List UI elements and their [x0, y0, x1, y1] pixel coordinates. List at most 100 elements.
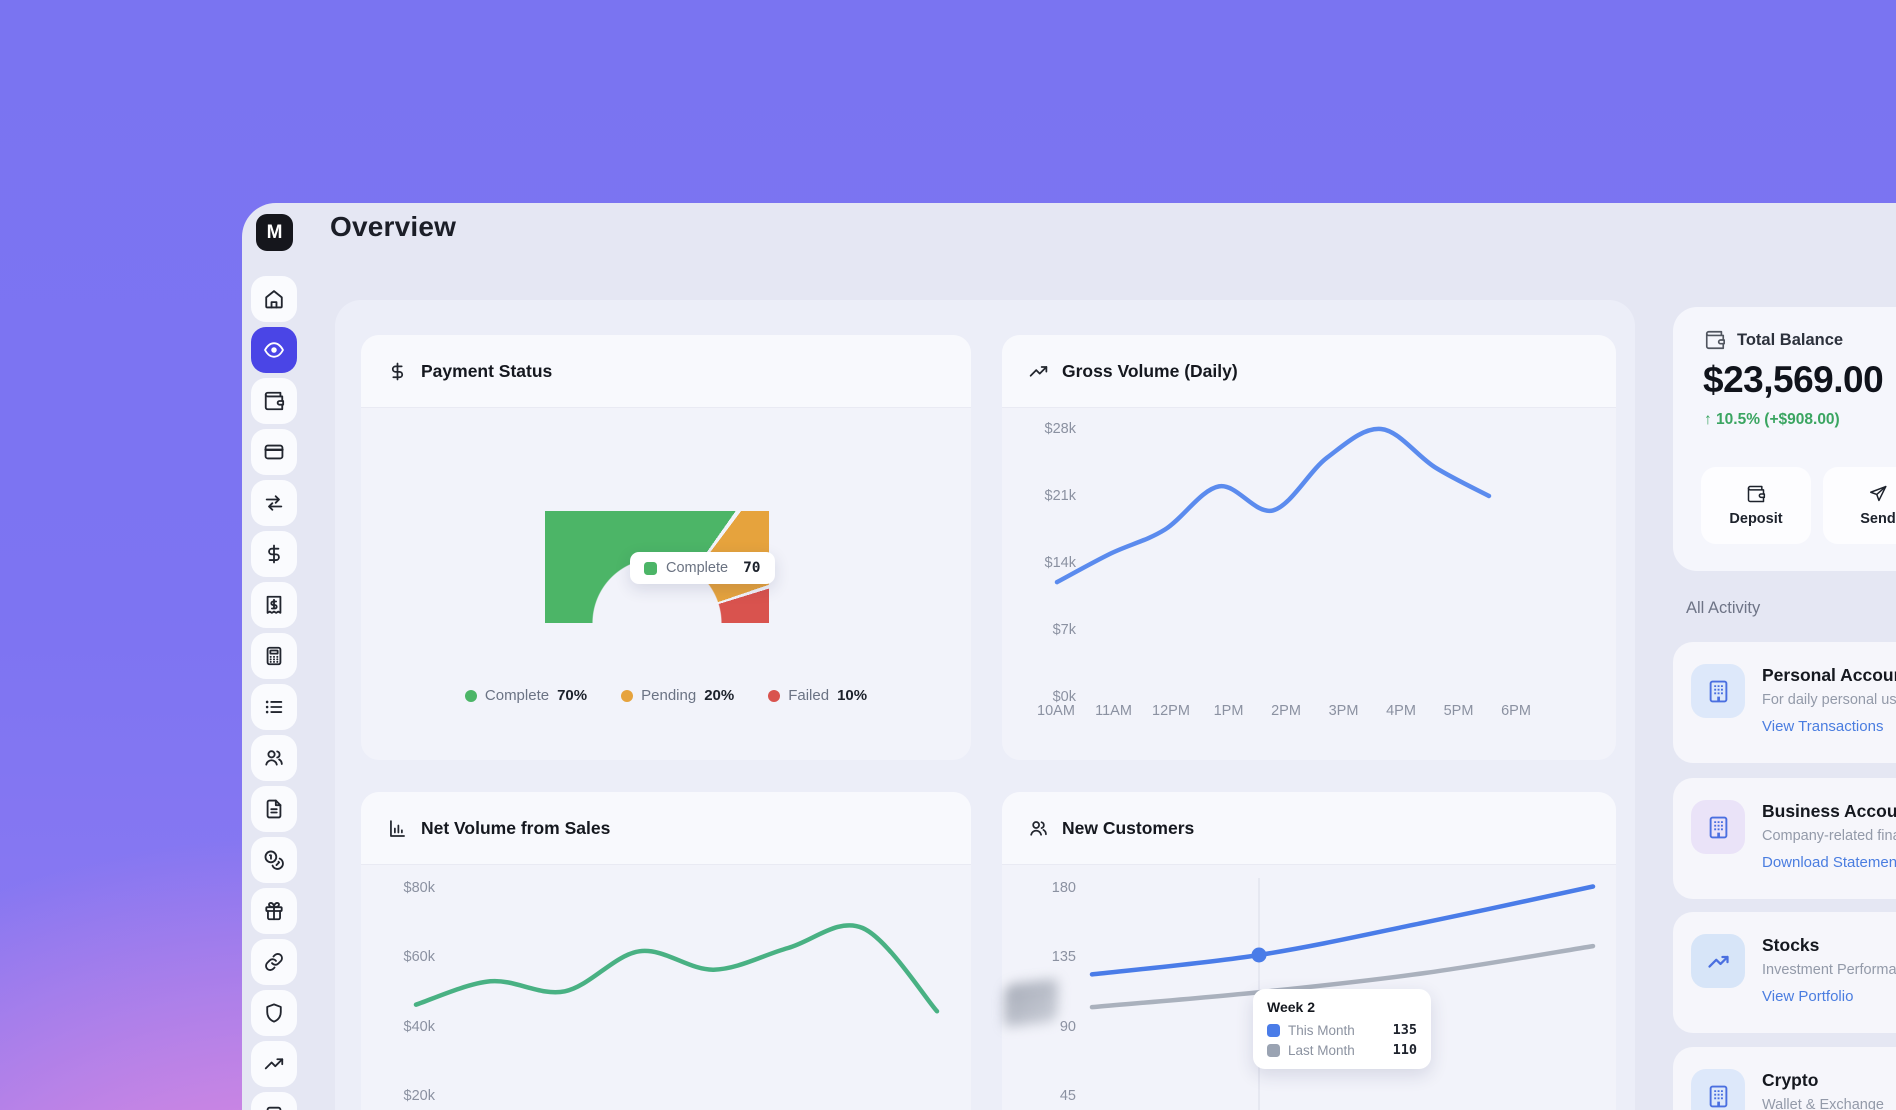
activity-item-business-account[interactable]: Business Account Company-related finance… [1673, 778, 1896, 899]
app-window: M Overview Payment Status Complete 70 [242, 203, 1896, 1110]
sidebar-item-transactions[interactable] [251, 684, 297, 730]
activity-title: Stocks [1762, 935, 1820, 955]
card-new-customers-header: New Customers [1002, 792, 1616, 865]
sidebar-item-rewards[interactable] [251, 888, 297, 934]
activity-title: Personal Account [1762, 665, 1896, 685]
total-balance-row: Total Balance [1704, 329, 1843, 351]
tooltip-color-square [644, 561, 657, 575]
sidebar [251, 276, 297, 1110]
sidebar-item-overview[interactable] [251, 327, 297, 373]
send-icon [1870, 485, 1887, 502]
sidebar-item-analytics[interactable] [251, 1041, 297, 1087]
trending-up-icon [1691, 934, 1745, 988]
legend-item-complete: Complete 70% [464, 687, 587, 704]
wallet-icon [1747, 485, 1766, 503]
total-balance-label: Total Balance [1737, 330, 1844, 349]
sidebar-item-cards[interactable] [251, 429, 297, 475]
sidebar-item-customers[interactable] [251, 735, 297, 781]
gauge-tooltip: Complete 70 [630, 552, 775, 584]
trending-up-icon [1029, 365, 1048, 377]
blur-artifact [1003, 978, 1059, 1028]
app-logo-letter: M [266, 221, 283, 243]
balance-change: ↑ 10.5% (+$908.00) [1704, 411, 1840, 428]
dollar-icon [391, 362, 404, 380]
tooltip-row-last-month: Last Month 110 [1267, 1042, 1417, 1058]
home-icon [265, 290, 283, 309]
new-customers-tooltip: Week 2 This Month 135 Last Month 110 [1253, 989, 1431, 1069]
card-gross-volume-header: Gross Volume (Daily) [1002, 335, 1616, 408]
total-balance-amount: $23,569.00 [1703, 359, 1884, 400]
activity-item-personal-account[interactable]: Personal Account For daily personal use … [1673, 642, 1896, 763]
net-volume-y-axis: $80k $60k $40k $20k [403, 880, 435, 1104]
card-payment-status: Payment Status Complete 70 Complete 70% [361, 335, 971, 760]
tooltip-value: 70 [743, 560, 761, 576]
building-icon [1691, 664, 1745, 718]
users-icon [1030, 820, 1047, 836]
sidebar-item-links[interactable] [251, 939, 297, 985]
wallet-icon [1705, 330, 1725, 350]
activity-item-stocks[interactable]: Stocks Investment Performance View Portf… [1673, 912, 1896, 1033]
card-new-customers: New Customers 180 135 90 45 Week 2 This Mon… [1002, 792, 1616, 1110]
sidebar-item-devices[interactable] [251, 1092, 297, 1110]
tooltip-title: Week 2 [1267, 999, 1315, 1015]
links-icon [265, 953, 283, 971]
legend-dot-complete [464, 689, 477, 702]
download-statements-link[interactable]: Download Statements [1762, 854, 1896, 871]
transactions-icon [265, 700, 283, 714]
card-payment-status-header: Payment Status [361, 335, 971, 408]
sidebar-item-home[interactable] [251, 276, 297, 322]
gross-volume-x-axis: 10AM 11AM 12PM 1PM 2PM 3PM 4PM 5PM 6PM [1037, 703, 1531, 719]
card-title: Payment Status [421, 360, 553, 381]
activity-item-crypto[interactable]: Crypto Wallet & Exchange [1673, 1047, 1896, 1110]
app-logo[interactable]: M [256, 214, 293, 251]
calculator-icon [266, 646, 282, 666]
analytics-icon [264, 1058, 284, 1070]
wallet-icon [264, 391, 285, 411]
net-volume-line-chart [413, 923, 940, 1014]
card-title: Gross Volume (Daily) [1062, 360, 1238, 381]
activity-title: Business Account [1762, 801, 1896, 821]
payment-legend: Complete 70% Pending 20% Failed 10% [361, 687, 971, 704]
legend-dot-pending [621, 689, 634, 702]
card-title: New Customers [1062, 817, 1195, 838]
deposit-button[interactable]: Deposit [1701, 467, 1811, 544]
total-balance-card: Total Balance $23,569.00 ↑ 10.5% (+$908.… [1673, 307, 1896, 571]
sidebar-item-transfers[interactable] [251, 480, 297, 526]
card-net-volume: Net Volume from Sales $80k $60k $40k $20k [361, 792, 971, 1110]
sidebar-item-invoices[interactable] [251, 582, 297, 628]
card-title: Net Volume from Sales [421, 817, 611, 838]
devices-icon [266, 1106, 282, 1110]
invoices-icon [266, 595, 282, 614]
customers-icon [265, 750, 283, 766]
sidebar-item-security[interactable] [251, 990, 297, 1036]
sidebar-item-coins[interactable] [251, 837, 297, 883]
view-portfolio-link[interactable]: View Portfolio [1762, 988, 1854, 1005]
sidebar-item-wallet[interactable] [251, 378, 297, 424]
activity-subtitle: Investment Performance [1762, 962, 1896, 978]
cards-icon [264, 444, 284, 460]
new-customers-line-chart [1089, 878, 1596, 1110]
building-icon [1691, 800, 1745, 854]
legend-item-failed: Failed 10% [768, 687, 867, 704]
transfers-icon [265, 495, 283, 511]
rewards-icon [265, 902, 283, 921]
page-title: Overview [330, 211, 457, 242]
coins-icon [264, 850, 284, 870]
sidebar-item-calculator[interactable] [251, 633, 297, 679]
gross-volume-y-axis: $28k $21k $14k $7k $0k [1044, 421, 1076, 705]
card-gross-volume: Gross Volume (Daily) $28k $21k $14k $7k $0k … [1002, 335, 1616, 760]
building-icon [1691, 1069, 1745, 1110]
activity-title: Crypto [1762, 1070, 1819, 1090]
sidebar-item-documents[interactable] [251, 786, 297, 832]
activity-subtitle: For daily personal use [1762, 692, 1896, 708]
sidebar-item-payments[interactable] [251, 531, 297, 577]
tooltip-color-square [1267, 1043, 1280, 1057]
tooltip-color-square [1267, 1023, 1280, 1037]
send-button[interactable]: Send [1823, 467, 1896, 544]
overview-icon [264, 342, 284, 358]
main-content: Payment Status Complete 70 Complete 70% [335, 300, 1635, 1110]
bar-chart-icon [390, 819, 405, 837]
view-transactions-link[interactable]: View Transactions [1762, 718, 1884, 735]
new-customers-y-axis: 180 135 90 45 [1051, 880, 1076, 1104]
